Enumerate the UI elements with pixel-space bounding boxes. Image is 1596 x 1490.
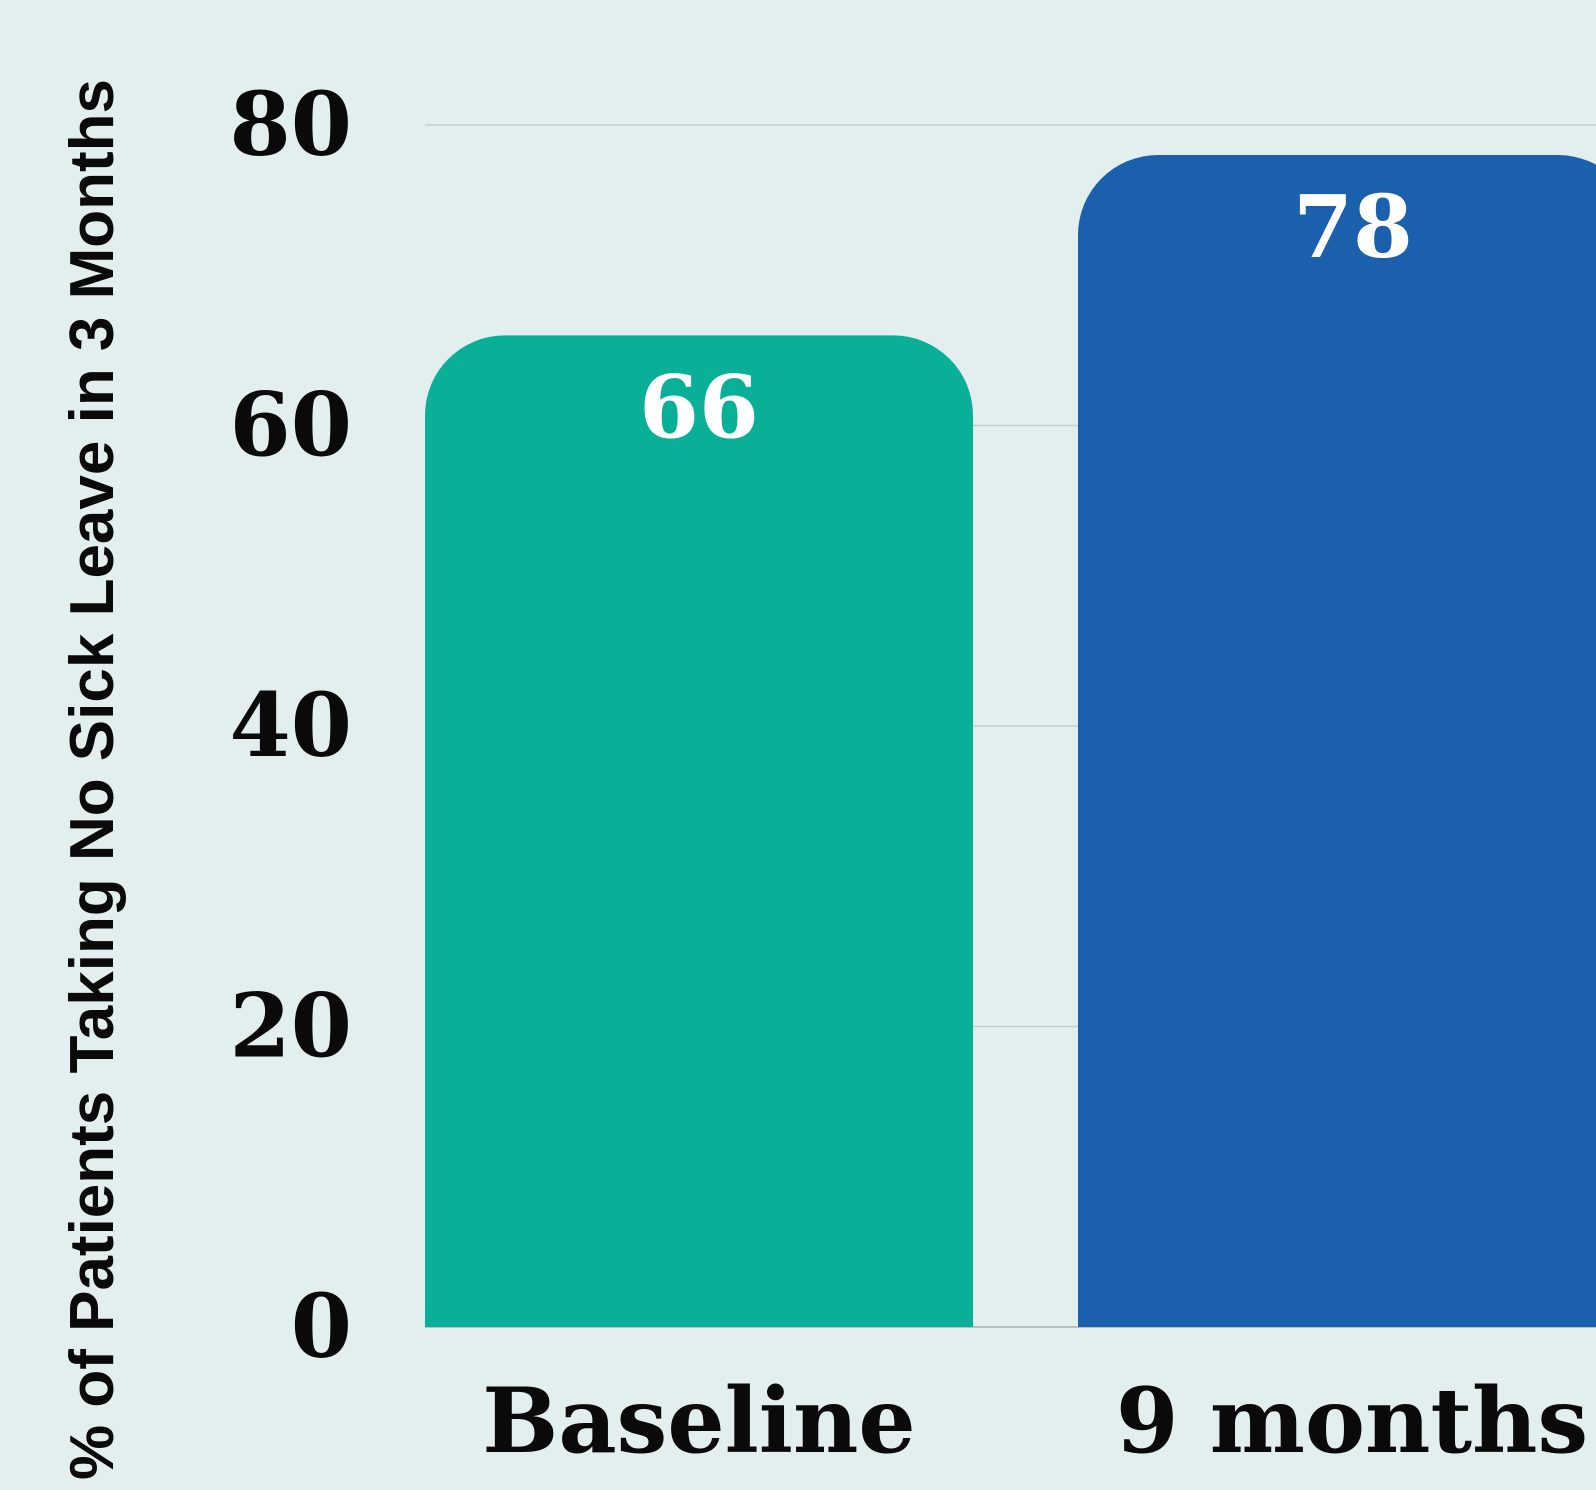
y-tick-label-60: 60 [230, 373, 352, 477]
x-category-label-9-months: 9 months [1116, 1368, 1588, 1474]
bar-baseline [425, 335, 973, 1328]
bar-9-months [1078, 155, 1596, 1327]
data-label-9-months: 78 [1293, 177, 1413, 278]
data-label-baseline: 66 [639, 357, 759, 458]
y-tick-label-40: 40 [230, 673, 352, 777]
y-tick-label-20: 20 [230, 974, 352, 1078]
y-tick-label-80: 80 [230, 72, 352, 176]
y-axis-ticks: 0 20 40 60 80 [230, 72, 352, 1378]
x-category-label-baseline: Baseline [482, 1368, 915, 1474]
bars: 66 78 [425, 155, 1596, 1328]
y-tick-label-0: 0 [291, 1274, 352, 1378]
x-axis-categories: Baseline 9 months [482, 1368, 1588, 1474]
y-axis-title: % of Patients Taking No Sick Leave in 3 … [58, 79, 127, 1480]
